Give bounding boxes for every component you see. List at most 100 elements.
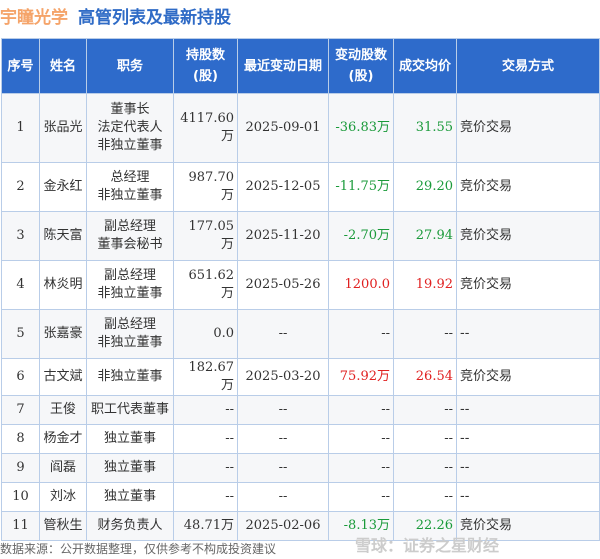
cell-date: 2025-02-06	[237, 511, 329, 541]
cell-method: 竞价交易	[456, 511, 600, 541]
cell-price: --	[393, 395, 457, 425]
cell-name: 管秋生	[39, 511, 87, 541]
cell-role: 董事长法定代表人非独立董事	[86, 93, 174, 163]
role-line: 独立董事	[103, 460, 156, 475]
role-line: 副总经理	[103, 317, 156, 332]
role-line: 独立董事	[103, 489, 156, 504]
cell-name: 杨金才	[39, 424, 87, 454]
cell-role: 副总经理 董事会秘书	[86, 211, 174, 261]
role-line: 非独立董事	[97, 138, 163, 153]
cell-no: 11	[1, 511, 40, 541]
data-source-note: 数据来源：公开数据整理，仅供参考不构成投资建议	[0, 542, 277, 556]
cell-price: 19.92	[393, 260, 457, 310]
cell-price: --	[393, 453, 457, 483]
cell-name: 阎磊	[39, 453, 87, 483]
table-row: 8 杨金才 独立董事 -- -- -- -- --	[1, 424, 600, 454]
table-row: 10 刘冰 独立董事 -- -- -- -- --	[1, 482, 600, 512]
role-line: 独立董事	[103, 431, 156, 446]
cell-no: 4	[1, 260, 40, 310]
role-line: 非独立董事	[97, 335, 163, 350]
cell-change: -8.13万	[328, 511, 394, 541]
page-title: 宇瞳光学 高管列表及最新持股	[0, 3, 231, 28]
role-line: 总经理	[110, 170, 150, 185]
cell-no: 10	[1, 482, 40, 512]
column-header-method: 交易方式	[456, 38, 600, 94]
cell-change: --	[328, 309, 394, 359]
column-header-price: 成交均价	[393, 38, 457, 94]
cell-change: --	[328, 482, 394, 512]
cell-change: --	[328, 424, 394, 454]
table-row: 4 林炎明 副总经理 非独立董事 651.62万 2025-05-26 1200.0 19.9…	[1, 260, 600, 310]
cell-method: 竞价交易	[456, 93, 600, 163]
cell-name: 张品光	[39, 93, 87, 163]
cell-role: 独立董事	[86, 482, 174, 512]
cell-name: 王俊	[39, 395, 87, 425]
cell-date: 2025-09-01	[237, 93, 329, 163]
cell-no: 9	[1, 453, 40, 483]
cell-method: --	[456, 424, 600, 454]
cell-change: 75.92万	[328, 358, 394, 396]
table-row: 1 张品光 董事长 法定代表人 非独立董事 4117.60万 2025-09-01 -36.8…	[1, 93, 600, 163]
role-line: 董事会秘书	[97, 237, 163, 252]
cell-change: -11.75万	[328, 162, 394, 212]
cell-name: 古文斌	[39, 358, 87, 396]
role-line: 副总经理	[103, 268, 156, 283]
role-line: 职工代表董事	[90, 402, 169, 417]
cell-role: 独立董事	[86, 424, 174, 454]
cell-name: 陈天富	[39, 211, 87, 261]
cell-shares: 4117.60万	[173, 93, 238, 163]
company-name: 宇瞳光学	[0, 8, 68, 28]
cell-shares: 987.70万	[173, 162, 238, 212]
cell-date: 2025-03-20	[237, 358, 329, 396]
cell-change: --	[328, 395, 394, 425]
table-row: 5 张嘉豪 副总经理 非独立董事 0.0 -- -- -- --	[1, 309, 600, 359]
role-line: 副总经理	[103, 219, 156, 234]
cell-shares: --	[173, 453, 238, 483]
cell-change: 1200.0	[328, 260, 394, 310]
executive-table: 序号 姓名 职务 持股数 (股) 最近变动日期 变动股数 (股) 成交均价 交易方式 1 张品光…	[1, 38, 600, 541]
cell-date: --	[237, 309, 329, 359]
cell-role: 独立董事	[86, 453, 174, 483]
cell-price: 31.55	[393, 93, 457, 163]
cell-role: 副总经理 非独立董事	[86, 260, 174, 310]
cell-no: 8	[1, 424, 40, 454]
cell-method: --	[456, 453, 600, 483]
cell-method: 竞价交易	[456, 260, 600, 310]
table-row: 7 王俊 职工代表董事 -- -- -- -- --	[1, 395, 600, 425]
cell-date: 2025-12-05	[237, 162, 329, 212]
watermark: 雪球：证券之星财经	[355, 536, 500, 555]
cell-method: 竞价交易	[456, 211, 600, 261]
cell-shares: 0.0	[173, 309, 238, 359]
cell-price: 29.20	[393, 162, 457, 212]
cell-shares: 48.71万	[173, 511, 238, 541]
role-line: 董事长	[110, 102, 150, 117]
cell-price: --	[393, 309, 457, 359]
role-line: 非独立董事	[97, 369, 163, 384]
cell-date: --	[237, 482, 329, 512]
cell-change: -2.70万	[328, 211, 394, 261]
role-line: 财务负责人	[97, 518, 163, 533]
cell-name: 金永红	[39, 162, 87, 212]
cell-shares: --	[173, 482, 238, 512]
cell-date: --	[237, 395, 329, 425]
cell-no: 1	[1, 93, 40, 163]
cell-change: --	[328, 453, 394, 483]
role-line: 非独立董事	[97, 286, 163, 301]
role-line: 非独立董事	[97, 188, 163, 203]
cell-role: 总经理 非独立董事	[86, 162, 174, 212]
column-header-shares: 持股数 (股)	[173, 38, 238, 94]
cell-shares: --	[173, 395, 238, 425]
role-line: 法定代表人	[97, 120, 163, 135]
cell-shares: --	[173, 424, 238, 454]
table-title: 高管列表及最新持股	[78, 8, 231, 28]
cell-shares: 177.05万	[173, 211, 238, 261]
table-row: 2 金永红 总经理 非独立董事 987.70万 2025-12-05 -11.75万 29.2…	[1, 162, 600, 212]
column-header-role: 职务	[86, 38, 174, 94]
cell-no: 3	[1, 211, 40, 261]
cell-role: 财务负责人	[86, 511, 174, 541]
table-row: 11 管秋生 财务负责人 48.71万 2025-02-06 -8.13万 22.26 竞价交…	[1, 511, 600, 541]
cell-method: 竞价交易	[456, 358, 600, 396]
table-row: 6 古文斌 非独立董事 182.67万 2025-03-20 75.92万 26.54 竞价交…	[1, 358, 600, 396]
cell-method: --	[456, 309, 600, 359]
cell-no: 2	[1, 162, 40, 212]
